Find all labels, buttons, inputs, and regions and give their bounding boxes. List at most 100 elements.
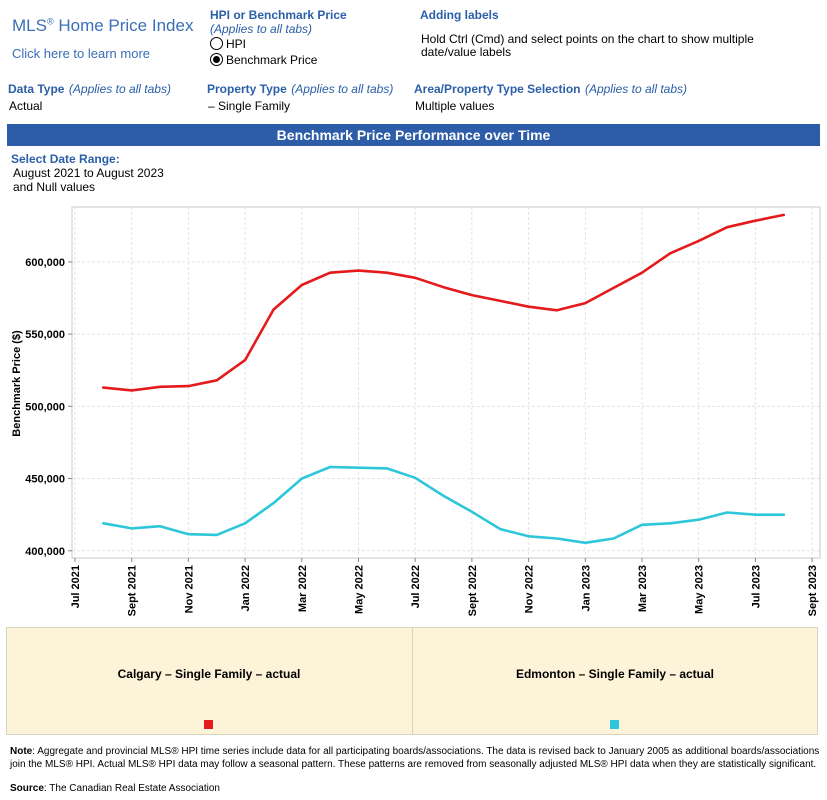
data-point[interactable] bbox=[441, 284, 447, 290]
footer-source: Source: The Canadian Real Estate Associa… bbox=[10, 782, 220, 795]
data-point[interactable] bbox=[696, 238, 702, 244]
data-point[interactable] bbox=[582, 540, 588, 546]
x-tick-label: Sept 2022 bbox=[467, 565, 479, 616]
data-point[interactable] bbox=[129, 525, 135, 531]
hpi-toggle-title: HPI or Benchmark Price bbox=[210, 8, 347, 22]
data-point[interactable] bbox=[157, 384, 163, 390]
data-point[interactable] bbox=[384, 270, 390, 276]
data-point[interactable] bbox=[327, 270, 333, 276]
data-point[interactable] bbox=[412, 475, 418, 481]
date-range-value-1[interactable]: August 2021 to August 2023 bbox=[13, 166, 164, 180]
radio-hpi-label: HPI bbox=[226, 36, 247, 51]
data-point[interactable] bbox=[667, 520, 673, 526]
y-tick-label: 500,000 bbox=[25, 401, 65, 413]
data-point[interactable] bbox=[356, 268, 362, 274]
data-point[interactable] bbox=[497, 526, 503, 532]
legend-item-edmonton[interactable]: Edmonton – Single Family – actual bbox=[412, 665, 818, 683]
x-tick-label: May 2023 bbox=[694, 565, 706, 614]
data-point[interactable] bbox=[611, 285, 617, 291]
data-point[interactable] bbox=[327, 464, 333, 470]
legend-swatch-calgary[interactable] bbox=[204, 720, 213, 729]
data-point[interactable] bbox=[100, 520, 106, 526]
chart-title-banner: Benchmark Price Performance over Time bbox=[7, 124, 820, 146]
legend-item-calgary[interactable]: Calgary – Single Family – actual bbox=[6, 665, 412, 683]
data-type-value[interactable]: Actual bbox=[9, 99, 43, 113]
radio-benchmark-label: Benchmark Price bbox=[226, 52, 318, 67]
data-point[interactable] bbox=[299, 282, 305, 288]
data-point[interactable] bbox=[724, 224, 730, 230]
source-label: Source bbox=[10, 783, 44, 794]
data-point[interactable] bbox=[667, 250, 673, 256]
data-point[interactable] bbox=[356, 465, 362, 471]
x-tick-label: Mar 2022 bbox=[297, 565, 309, 612]
property-type-filter[interactable]: Property Type (Applies to all tabs) – Si… bbox=[207, 80, 393, 113]
y-axis-label: Benchmark Price ($) bbox=[11, 330, 23, 437]
y-tick-label: 600,000 bbox=[25, 257, 65, 269]
data-point[interactable] bbox=[526, 533, 532, 539]
data-point[interactable] bbox=[242, 357, 248, 363]
area-note: (Applies to all tabs) bbox=[584, 82, 687, 96]
learn-more-link[interactable]: Click here to learn more bbox=[12, 46, 150, 61]
area-filter[interactable]: Area/Property Type Selection (Applies to… bbox=[414, 80, 687, 113]
data-point[interactable] bbox=[129, 387, 135, 393]
data-point[interactable] bbox=[526, 304, 532, 310]
x-axis-ticks: Jul 2021 Sept 2021 Nov 2021 Jan 2022 Mar 202… bbox=[70, 558, 819, 616]
data-point[interactable] bbox=[100, 385, 106, 391]
data-point[interactable] bbox=[242, 520, 248, 526]
area-value[interactable]: Multiple values bbox=[415, 99, 495, 113]
data-point[interactable] bbox=[270, 500, 276, 506]
data-point[interactable] bbox=[611, 536, 617, 542]
data-point[interactable] bbox=[582, 300, 588, 306]
data-point[interactable] bbox=[497, 298, 503, 304]
x-tick-label: Sept 2021 bbox=[127, 565, 139, 616]
data-point[interactable] bbox=[185, 383, 191, 389]
data-point[interactable] bbox=[469, 292, 475, 298]
x-tick-label: Jul 2023 bbox=[750, 565, 762, 608]
series-line-calgary[interactable] bbox=[102, 213, 786, 392]
series-line-edmonton[interactable] bbox=[102, 465, 786, 545]
data-point[interactable] bbox=[441, 493, 447, 499]
note-label: Note bbox=[10, 746, 33, 757]
series-lines[interactable] bbox=[100, 212, 786, 546]
date-range-title: Select Date Range: bbox=[11, 152, 120, 166]
radio-option-hpi[interactable]: HPI bbox=[210, 36, 317, 51]
legend-label-calgary: Calgary – Single Family – actual bbox=[117, 667, 301, 681]
data-point[interactable] bbox=[724, 510, 730, 516]
data-point[interactable] bbox=[781, 212, 787, 218]
y-tick-label: 450,000 bbox=[25, 474, 65, 486]
data-point[interactable] bbox=[270, 307, 276, 313]
data-type-note: (Applies to all tabs) bbox=[68, 82, 171, 96]
data-point[interactable] bbox=[214, 377, 220, 383]
data-point[interactable] bbox=[752, 218, 758, 224]
logo[interactable]: MLS® Home Price Index bbox=[12, 16, 193, 36]
data-point[interactable] bbox=[781, 512, 787, 518]
date-range-value-2[interactable]: and Null values bbox=[13, 180, 96, 194]
area-title: Area/Property Type Selection bbox=[414, 82, 581, 96]
source-text: : The Canadian Real Estate Association bbox=[43, 783, 220, 794]
data-point[interactable] bbox=[752, 512, 758, 518]
data-point[interactable] bbox=[554, 536, 560, 542]
data-type-filter[interactable]: Data Type (Applies to all tabs) Actual bbox=[8, 80, 171, 113]
radio-option-benchmark[interactable]: Benchmark Price bbox=[210, 52, 317, 67]
data-point[interactable] bbox=[412, 275, 418, 281]
data-point[interactable] bbox=[639, 522, 645, 528]
x-tick-label: Nov 2022 bbox=[524, 565, 536, 613]
property-type-value[interactable]: – Single Family bbox=[208, 99, 291, 113]
data-point[interactable] bbox=[214, 532, 220, 538]
data-point[interactable] bbox=[469, 509, 475, 515]
data-point[interactable] bbox=[639, 270, 645, 276]
plot-area bbox=[71, 206, 821, 559]
note-text-1: : Aggregate and provincial MLS® HPI time… bbox=[32, 746, 820, 757]
data-point[interactable] bbox=[696, 517, 702, 523]
radio-hpi-circle[interactable] bbox=[210, 37, 223, 50]
data-point[interactable] bbox=[384, 465, 390, 471]
data-point[interactable] bbox=[554, 307, 560, 313]
legend-divider bbox=[412, 627, 413, 735]
radio-benchmark-circle[interactable] bbox=[210, 53, 223, 66]
data-point[interactable] bbox=[299, 476, 305, 482]
benchmark-price-chart[interactable]: 400,000 450,000 500,000 550,000 600,000 Jul … bbox=[0, 200, 827, 625]
legend-swatch-edmonton[interactable] bbox=[610, 720, 619, 729]
data-point[interactable] bbox=[185, 531, 191, 537]
x-tick-label: Jan 2022 bbox=[240, 565, 252, 611]
data-point[interactable] bbox=[157, 523, 163, 529]
